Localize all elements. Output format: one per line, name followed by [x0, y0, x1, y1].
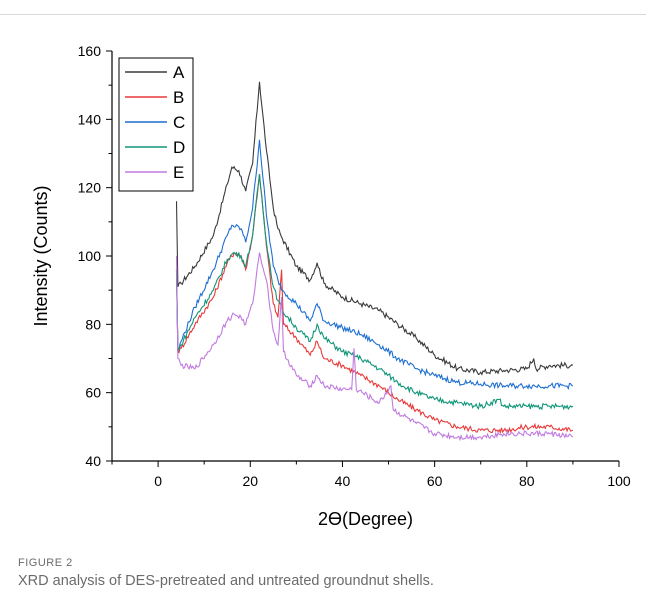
legend-label-c: C: [173, 113, 185, 132]
legend-label-e: E: [173, 163, 184, 182]
y-tick-label: 100: [78, 248, 102, 264]
legend-box: [118, 57, 194, 192]
legend-label-a: A: [173, 63, 185, 82]
series-line-c: [175, 139, 574, 391]
legend-label-b: B: [173, 88, 184, 107]
y-axis-label: Intensity (Counts): [31, 185, 51, 326]
figure-label: FIGURE 2: [18, 557, 73, 569]
series-line-a: [175, 81, 574, 376]
x-tick-label: 20: [242, 473, 258, 489]
x-tick-label: 80: [519, 473, 535, 489]
x-axis-label: 2ϴ(Degree): [318, 509, 413, 529]
y-tick-label: 60: [85, 385, 101, 401]
x-tick-label: 60: [427, 473, 443, 489]
x-tick-label: 0: [154, 473, 162, 489]
series-line-b: [175, 173, 574, 435]
x-tick-label: 40: [335, 473, 351, 489]
axes-layer: 0 20 40 60 80 100 40 60 80 100 120 140 160: [78, 43, 631, 489]
y-tick-label: 120: [78, 180, 102, 196]
figure-caption: XRD analysis of DES-pretreated and untre…: [18, 573, 434, 589]
y-tick-label: 140: [78, 111, 102, 127]
y-tick-label: 40: [85, 453, 101, 469]
x-tick-label: 100: [607, 473, 631, 489]
top-divider: [0, 14, 646, 15]
legend-label-d: D: [173, 138, 185, 157]
series-line-d: [175, 173, 574, 411]
series-layer: [175, 81, 574, 442]
y-tick-label: 80: [85, 316, 101, 332]
series-line-e: [175, 252, 574, 442]
y-tick-label: 160: [78, 43, 102, 59]
